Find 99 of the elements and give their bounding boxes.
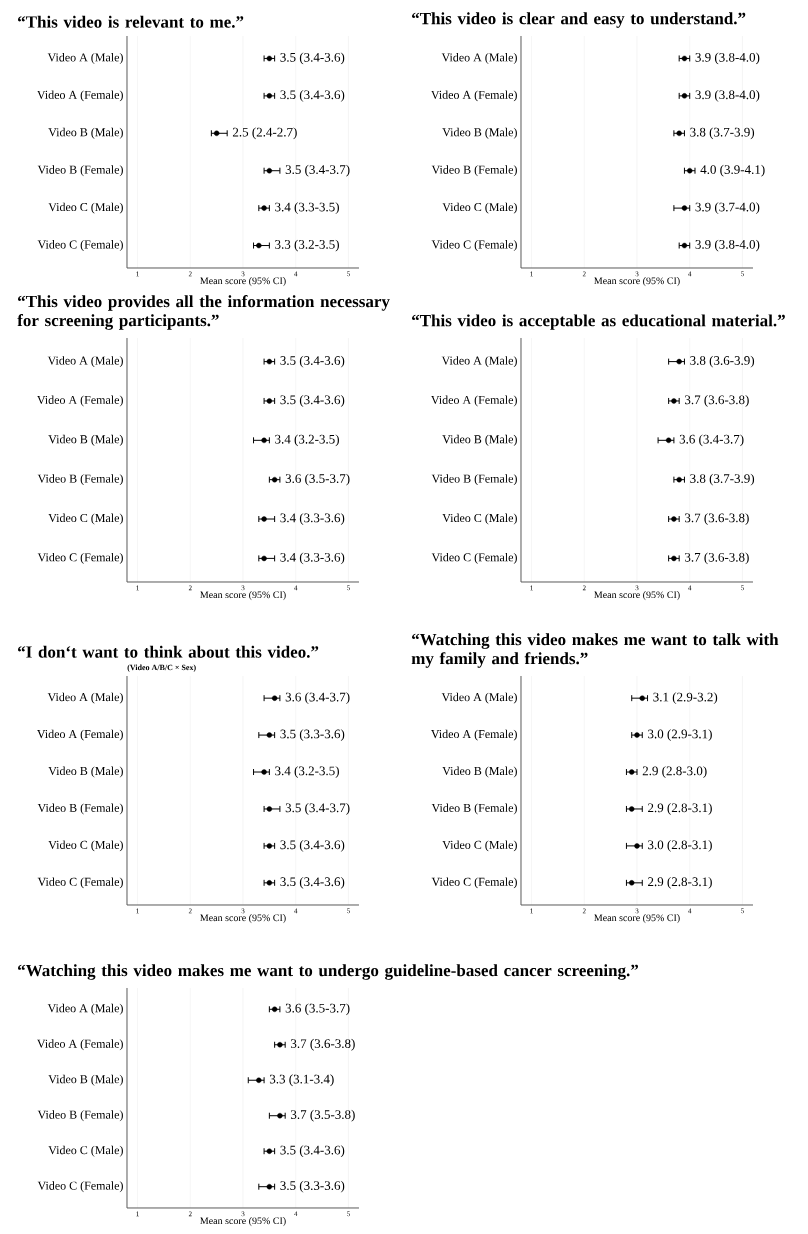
data-label: 3.5 (3.3-3.6) — [280, 729, 345, 741]
y-tick-label: Video C (Male) — [442, 840, 517, 852]
data-label: 3.8 (3.7-3.9) — [690, 127, 755, 140]
data-label: 3.5 (3.4-3.6) — [280, 89, 345, 102]
chart-title: “This video provides all the information necessary for screening participants.” — [17, 295, 390, 330]
data-label: 3.5 (3.4-3.6) — [280, 355, 345, 368]
y-tick-label: Video A (Male) — [441, 53, 517, 64]
data-label: 3.5 (3.3-3.6) — [280, 1180, 345, 1193]
chart-title: “I don‘t want to think about this video.” — [18, 645, 319, 658]
y-tick-label: Video C (Male) — [442, 513, 517, 525]
y-tick-label: Video B (Female) — [37, 474, 123, 486]
y-tick-label: Video A (Female) — [37, 729, 123, 741]
data-label: 2.9 (2.8-3.1) — [648, 876, 712, 889]
data-label: 3.5 (3.4-3.7) — [285, 803, 350, 815]
y-tick-label: Video C (Female) — [37, 877, 123, 889]
data-label: 3.9 (3.7-4.0) — [695, 202, 760, 215]
y-tick-label: Video B (Male) — [48, 434, 123, 446]
data-label: 3.4 (3.2-3.5) — [275, 434, 339, 447]
data-label: 2.9 (2.8-3.0) — [642, 766, 707, 778]
y-tick-label: Video A (Female) — [37, 395, 123, 407]
data-label: 3.5 (3.4-3.6) — [280, 1145, 345, 1158]
y-tick-label: Video B (Male) — [442, 127, 517, 139]
x-axis-title: Mean score (95% CI) — [200, 1217, 286, 1227]
text: (Video A/B/C × Sex) — [127, 664, 196, 672]
y-tick-label: Video C (Male) — [48, 1145, 123, 1157]
data-label: 3.7 (3.6-3.8) — [685, 552, 749, 565]
y-tick-label: Video C (Male) — [442, 202, 517, 214]
y-tick-label: Video B (Male) — [48, 1074, 123, 1086]
data-label: 2.5 (2.4-2.7) — [232, 127, 297, 140]
y-tick-label: Video A (Male) — [47, 356, 123, 368]
data-label: 3.9 (3.8-4.0) — [695, 89, 760, 102]
y-tick-label: Video C (Female) — [37, 240, 123, 251]
y-tick-label: Video B (Female) — [37, 1110, 123, 1122]
x-axis-title: Mean score (95% CI) — [594, 591, 680, 601]
data-label: 3.6 (3.4-3.7) — [285, 692, 350, 705]
data-label: 3.5 (3.4-3.6) — [280, 52, 345, 65]
chart-title: “This video is acceptable as educational material.” — [412, 314, 785, 330]
y-tick-label: Video A (Male) — [47, 1003, 123, 1015]
data-label: 3.4 (3.3-3.6) — [280, 552, 345, 565]
data-label: 3.1 (2.9-3.2) — [653, 692, 718, 705]
y-tick-label: Video C (Female) — [37, 1181, 123, 1193]
x-axis-title: Mean score (95% CI) — [594, 277, 680, 287]
y-tick-label: Video A (Female) — [431, 90, 517, 102]
data-label: 3.7 (3.5-3.8) — [291, 1109, 355, 1122]
data-label: 3.8 (3.7-3.9) — [690, 473, 755, 486]
chart-title: “Watching this video makes me want to undergo guideline-based cancer screening.” — [18, 964, 639, 980]
y-tick-label: Video B (Male) — [442, 766, 517, 778]
data-label: 3.8 (3.6-3.9) — [690, 355, 755, 368]
data-label: 3.4 (3.3-3.6) — [280, 513, 345, 525]
data-label: 3.6 (3.5-3.7) — [285, 473, 350, 486]
data-label: 3.0 (2.8-3.1) — [648, 840, 712, 852]
y-tick-label: Video B (Female) — [431, 474, 517, 486]
y-tick-label: Video A (Male) — [441, 356, 517, 368]
data-label: 3.3 (3.1-3.4) — [269, 1074, 334, 1087]
data-label: 3.4 (3.2-3.5) — [275, 766, 339, 778]
chart-title: “This video is relevant to me.” — [18, 15, 244, 28]
y-tick-label: Video A (Male) — [47, 692, 123, 704]
x-axis-title: Mean score (95% CI) — [200, 277, 286, 287]
chart-title: “This video is clear and easy to understand.” — [412, 12, 746, 28]
y-tick-label: Video B (Female) — [431, 803, 517, 815]
data-label: 3.7 (3.6-3.8) — [685, 395, 749, 407]
y-tick-label: Video B (Male) — [442, 434, 517, 446]
y-tick-label: Video A (Male) — [441, 692, 517, 704]
data-label: 3.5 (3.4-3.6) — [280, 876, 345, 889]
data-label: 3.5 (3.4-3.6) — [280, 840, 345, 852]
y-tick-label: Video C (Male) — [48, 202, 123, 214]
y-tick-label: Video B (Female) — [37, 803, 123, 815]
y-tick-label: Video A (Female) — [37, 1039, 123, 1051]
y-tick-label: Video B (Female) — [37, 165, 123, 177]
data-label: 3.6 (3.5-3.7) — [285, 1003, 350, 1016]
x-axis-title: Mean score (95% CI) — [594, 914, 680, 924]
y-tick-label: Video C (Male) — [48, 513, 123, 525]
data-label: 3.9 (3.8-4.0) — [695, 52, 760, 65]
y-tick-label: Video C (Female) — [37, 552, 123, 564]
data-label: 3.7 (3.6-3.8) — [685, 513, 749, 525]
y-tick-label: Video A (Female) — [37, 90, 123, 102]
y-tick-label: Video C (Female) — [431, 552, 517, 564]
y-tick-label: Video C (Male) — [48, 840, 123, 852]
data-label: 3.7 (3.6-3.8) — [291, 1038, 355, 1051]
data-label: 2.9 (2.8-3.1) — [648, 803, 712, 815]
y-tick-label: Video C (Female) — [431, 877, 517, 889]
y-tick-label: Video B (Female) — [431, 165, 517, 177]
data-label: 3.4 (3.3-3.5) — [275, 202, 339, 215]
data-label: 3.5 (3.4-3.6) — [280, 395, 345, 407]
y-tick-label: Video C (Female) — [431, 240, 517, 251]
chart-title: “Watching this video makes me want to talk with my family and friends.” — [411, 633, 779, 668]
data-label: 3.5 (3.4-3.7) — [285, 164, 350, 177]
data-label: 3.6 (3.4-3.7) — [679, 434, 744, 447]
data-label: 4.0 (3.9-4.1) — [700, 164, 765, 177]
data-label: 3.9 (3.8-4.0) — [695, 239, 760, 252]
x-axis-title: Mean score (95% CI) — [200, 914, 286, 924]
y-tick-label: Video A (Male) — [47, 53, 123, 64]
x-axis-title: Mean score (95% CI) — [200, 591, 286, 601]
y-tick-label: Video B (Male) — [48, 766, 123, 778]
y-tick-label: Video A (Female) — [431, 729, 517, 741]
data-label: 3.0 (2.9-3.1) — [648, 729, 712, 741]
data-label: 3.3 (3.2-3.5) — [275, 239, 339, 252]
y-tick-label: Video A (Female) — [431, 395, 517, 407]
y-tick-label: Video B (Male) — [48, 127, 123, 139]
